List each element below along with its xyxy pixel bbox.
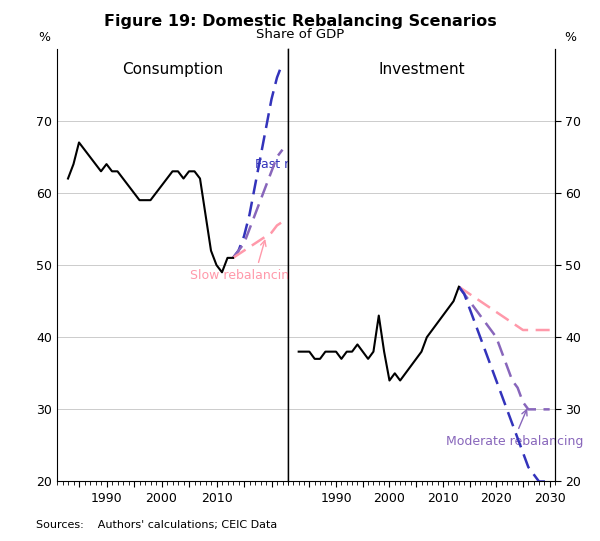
Text: %: % [38,31,50,44]
Text: Fast rebalancing: Fast rebalancing [255,157,358,170]
Text: Consumption: Consumption [122,62,223,77]
Text: Figure 19: Domestic Rebalancing Scenarios: Figure 19: Domestic Rebalancing Scenario… [104,14,496,29]
Text: Share of GDP: Share of GDP [256,28,344,41]
Text: Investment: Investment [378,62,465,77]
Text: %: % [565,31,577,44]
Text: Moderate rebalancing: Moderate rebalancing [446,436,584,448]
Text: Slow rebalancing: Slow rebalancing [190,269,298,282]
Text: Sources:    Authors' calculations; CEIC Data: Sources: Authors' calculations; CEIC Dat… [36,520,277,530]
